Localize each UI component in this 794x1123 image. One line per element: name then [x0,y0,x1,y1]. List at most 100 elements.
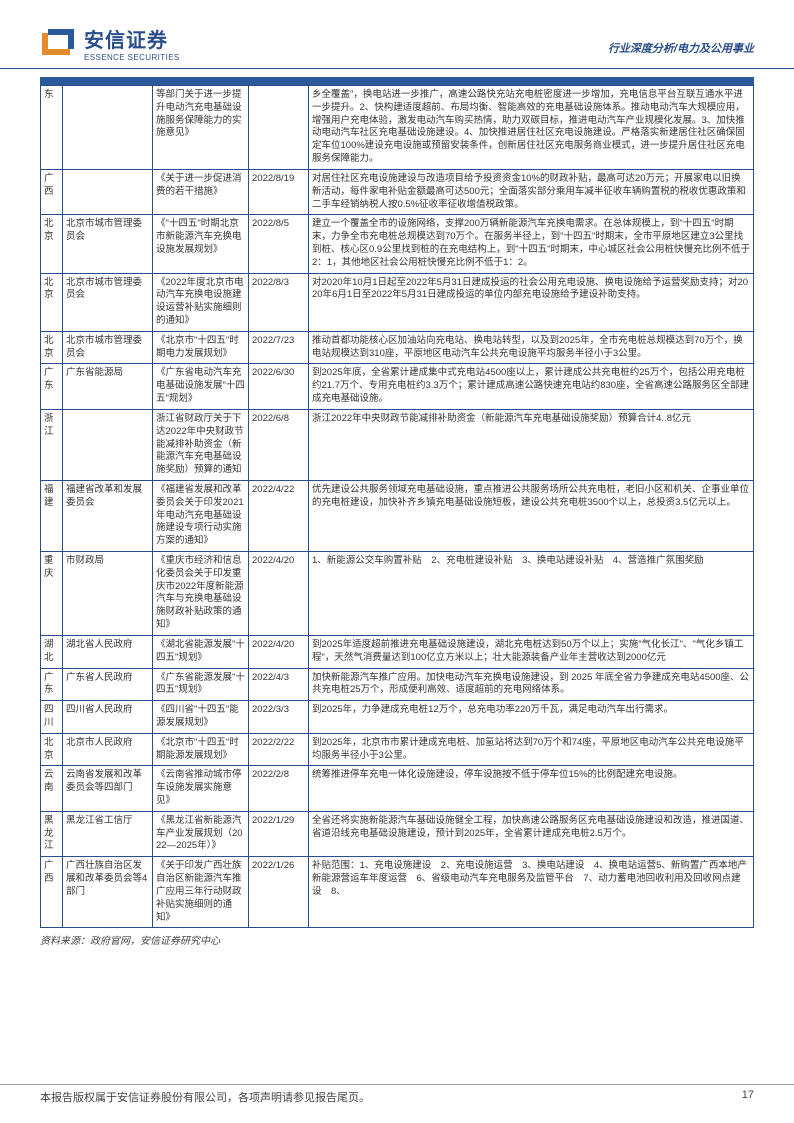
table-cell: 广东 [41,364,63,409]
table-cell: 《重庆市经济和信息化委员会关于印发重庆市2022年度新能源汽车与充换电基础设施财… [153,552,249,636]
table-cell: 2022/4/3 [249,668,309,701]
table-cell: 北京市城市管理委员会 [63,331,153,364]
table-cell: 全省还将实施新能源汽车基础设施健全工程，加快高速公路服务区充电基础设施建设和改造… [309,811,754,856]
table-cell: 2022/1/26 [249,857,309,928]
table-cell: 2022/2/8 [249,766,309,811]
table-cell: 统筹推进停车充电一体化设施建设，停车设施按不低于停车位15%的比例配建充电设施。 [309,766,754,811]
table-cell: 等部门关于进一步提升电动汽充电基础设施服务保障能力的实施意见》 [153,86,249,170]
table-row: 北京北京市城市管理委员会《2022年度北京市电动汽车充换电设施建设运营补贴实施细… [41,273,754,331]
table-row: 湖北湖北省人民政府《湖北省能源发展"十四五"规划》2022/4/20到2025年… [41,635,754,668]
table-cell: 2022/8/5 [249,215,309,273]
table-cell: 2022/3/3 [249,701,309,734]
logo-cn: 安信证券 [84,24,180,53]
table-cell [63,409,153,480]
table-row: 北京北京市城市管理委员会《北京市"十四五"时期电力发展规划》2022/7/23推… [41,331,754,364]
table-cell: 建立一个覆盖全市的设施网络，支撑200万辆新能源汽车充换电需求。在总体规模上，到… [309,215,754,273]
table-cell: 2022/8/3 [249,273,309,331]
table-cell: 《关于印发广西壮族自治区新能源汽车推广应用三年行动财政补贴实施细则的通知》 [153,857,249,928]
policy-table: 东 等部门关于进一步提升电动汽充电基础设施服务保障能力的实施意见》乡全覆盖"，换电… [40,85,754,928]
table-cell: 四川 [41,701,63,734]
table-cell: 广东 [41,668,63,701]
table-cell: 市财政局 [63,552,153,636]
table-row: 广东广东省人民政府《广东省能源发展"十四五"规划》2022/4/3加快新能源汽车… [41,668,754,701]
table-row: 广西广西壮族自治区发展和改革委员会等4部门《关于印发广西壮族自治区新能源汽车推广… [41,857,754,928]
table-cell: 到2025年底，全省累计建成集中式充电站4500座以上，累计建成公共充电桩约25… [309,364,754,409]
table-cell: 广西 [41,857,63,928]
table-cell: 黑龙江 [41,811,63,856]
table-cell: 云南省发展和改革委员会等四部门 [63,766,153,811]
table-cell [249,86,309,170]
source-note: 资料来源：政府官网，安信证券研究中心 [40,932,754,947]
table-cell: 北京 [41,273,63,331]
table-cell: 云南 [41,766,63,811]
table-cell: 2022/1/29 [249,811,309,856]
table-row: 重庆市财政局《重庆市经济和信息化委员会关于印发重庆市2022年度新能源汽车与充换… [41,552,754,636]
table-cell: 优先建设公共服务领域充电基础设施，重点推进公共服务场所公共充电桩，老旧小区和机关… [309,480,754,551]
table-cell: 浙江2022年中央财政节能减排补助资金（新能源汽车充电基础设施奖励）预算合计4.… [309,409,754,480]
header-category: 行业深度分析/电力及公用事业 [608,40,754,56]
table-cell: 《广东省能源发展"十四五"规划》 [153,668,249,701]
table-cell: 到2025年，力争建成充电桩12万个，总充电功率220万千瓦，满足电动汽车出行需… [309,701,754,734]
page-header: 安信证券 ESSENCE SECURITIES 行业深度分析/电力及公用事业 [0,0,794,69]
table-cell: 北京 [41,733,63,766]
table-cell: 北京市人民政府 [63,733,153,766]
table-cell: 湖北省人民政府 [63,635,153,668]
table-cell: 《云南省推动城市停车设施发展实施意见》 [153,766,249,811]
table-cell: 《2022年度北京市电动汽车充换电设施建设运营补贴实施细则的通知》 [153,273,249,331]
table-cell: 对2020年10月1日起至2022年5月31日建成投运的社会公用充电设施、换电设… [309,273,754,331]
table-cell: 湖北 [41,635,63,668]
table-row: 东 等部门关于进一步提升电动汽充电基础设施服务保障能力的实施意见》乡全覆盖"，换电… [41,86,754,170]
table-cell: 浙江省财政厅关于下达2022年中央财政节能减排补助资金（新能源汽车充电基础设施奖… [153,409,249,480]
table-cell: 《湖北省能源发展"十四五"规划》 [153,635,249,668]
table-cell: 加快新能源汽车推广应用。加快电动汽车充换电设施建设，到 2025 年底全省力争建… [309,668,754,701]
table-cell: 浙江 [41,409,63,480]
table-cell: 四川省人民政府 [63,701,153,734]
table-row: 福建福建省改革和发展委员会《福建省发展和改革委员会关于印发2021年电动汽充电基… [41,480,754,551]
footer-page-number: 17 [742,1085,754,1105]
table-row: 广西 《关于进一步促进消费的若干措施》2022/8/19对居住社区充电设施建设与改… [41,169,754,214]
table-cell: 福建省改革和发展委员会 [63,480,153,551]
table-cell: 对居住社区充电设施建设与改造项目给予投资资金10%的财政补贴，最高可达20万元；… [309,169,754,214]
table-cell: 1、新能源公交车购置补贴 2、充电桩建设补贴 3、换电站建设补贴 4、营造推广氛… [309,552,754,636]
table-cell: 黑龙江省工信厅 [63,811,153,856]
table-top-bar [40,77,754,85]
table-row: 浙江 浙江省财政厅关于下达2022年中央财政节能减排补助资金（新能源汽车充电基础设… [41,409,754,480]
logo-en: ESSENCE SECURITIES [84,53,180,62]
table-cell: 《广东省电动汽车充电基础设施发展"十四五"规划》 [153,364,249,409]
table-cell: 2022/6/30 [249,364,309,409]
table-cell: 《黑龙江省新能源汽车产业发展规划（2022—2025年）》 [153,811,249,856]
table-cell: 到2025年，北京市市累计建成充电桩、加氢站将达到70万个和74座，平原地区电动… [309,733,754,766]
table-cell: 北京市城市管理委员会 [63,215,153,273]
table-cell: 2022/2/22 [249,733,309,766]
table-cell: 到2025年适度超前推进充电基础设施建设，湖北充电桩达到50万个以上；实施"气化… [309,635,754,668]
table-cell [63,169,153,214]
table-cell: 《北京市"十四五"时期电力发展规划》 [153,331,249,364]
table-cell: 广东省能源局 [63,364,153,409]
table-row: 北京北京市城市管理委员会《"十四五"时期北京市新能源汽车充换电设施发展规划》20… [41,215,754,273]
table-cell: 东 [41,86,63,170]
table-cell: 《四川省"十四五"能源发展规划》 [153,701,249,734]
table-cell: 北京 [41,331,63,364]
table-cell: 《"十四五"时期北京市新能源汽车充换电设施发展规划》 [153,215,249,273]
footer-left: 本报告版权属于安信证券股份有限公司，各项声明请参见报告尾页。 [40,1085,370,1105]
table-cell: 《北京市"十四五"时期能源发展规划》 [153,733,249,766]
table-row: 云南云南省发展和改革委员会等四部门《云南省推动城市停车设施发展实施意见》2022… [41,766,754,811]
table-row: 广东广东省能源局《广东省电动汽车充电基础设施发展"十四五"规划》2022/6/3… [41,364,754,409]
table-cell: 《关于进一步促进消费的若干措施》 [153,169,249,214]
table-cell [63,86,153,170]
table-cell: 2022/8/19 [249,169,309,214]
table-row: 北京北京市人民政府《北京市"十四五"时期能源发展规划》2022/2/22到202… [41,733,754,766]
table-cell: 补贴范围：1、充电设施建设 2、充电设施运营 3、换电站建设 4、换电站运营5、… [309,857,754,928]
logo-icon [40,27,76,60]
page-footer: 本报告版权属于安信证券股份有限公司，各项声明请参见报告尾页。 17 [0,1084,794,1105]
table-cell: 推动首都功能核心区加油站向充电站、换电站转型，以及到2025年，全市充电桩总规模… [309,331,754,364]
table-row: 四川四川省人民政府《四川省"十四五"能源发展规划》2022/3/3到2025年，… [41,701,754,734]
table-cell: 广西壮族自治区发展和改革委员会等4部门 [63,857,153,928]
table-cell: 《福建省发展和改革委员会关于印发2021年电动汽充电基础设施建设专项行动实施方案… [153,480,249,551]
table-cell: 北京市城市管理委员会 [63,273,153,331]
table-cell: 2022/4/20 [249,635,309,668]
table-row: 黑龙江黑龙江省工信厅《黑龙江省新能源汽车产业发展规划（2022—2025年）》2… [41,811,754,856]
table-cell: 广西 [41,169,63,214]
table-cell: 2022/4/20 [249,552,309,636]
table-cell: 乡全覆盖"，换电站进一步推广，高速公路快充站充电桩密度进一步增加，充电信息平台互… [309,86,754,170]
